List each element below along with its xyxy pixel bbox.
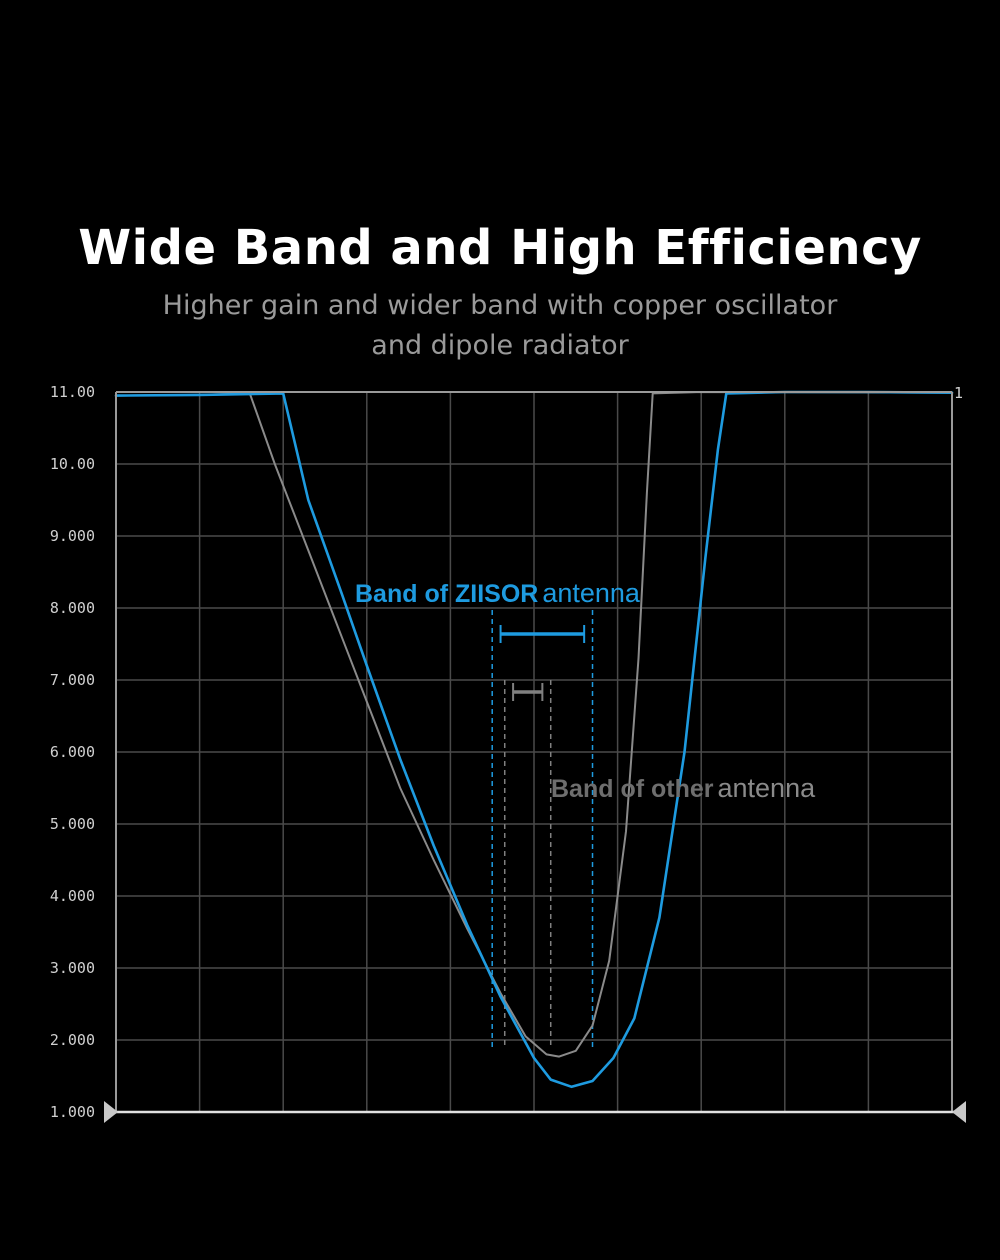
chart-grid	[116, 392, 952, 1112]
y-tick-label: 7.000	[50, 671, 95, 689]
chart-frame	[104, 391, 966, 1123]
y-tick-label: 2.000	[50, 1031, 95, 1049]
other-band-label-rest: antenna	[718, 773, 817, 803]
y-tick-label: 8.000	[50, 599, 95, 617]
y-tick-label: 10.00	[50, 455, 95, 473]
other-band-label: Band of other antenna	[551, 773, 816, 803]
y-tick-label: 3.000	[50, 959, 95, 977]
other-vswr-line	[115, 391, 953, 1058]
chart-labels: 11.00 10.00 9.000 8.000 7.000 6.000 5.000 4.000…	[50, 383, 963, 1121]
y-tick-label: 1.000	[50, 1103, 95, 1121]
ziisor-band-label-rest: antenna	[542, 578, 641, 608]
marker-right-triangle	[952, 1101, 966, 1123]
chart-series	[114, 390, 954, 1089]
y-tick-label: 5.000	[50, 815, 95, 833]
y-tick-label: 4.000	[50, 887, 95, 905]
page-title: Wide Band and High Efficiency	[78, 220, 922, 276]
ziisor-band-label: Band of ZIISOR antenna	[355, 578, 641, 608]
chart-annotations	[491, 610, 594, 1048]
marker-left-triangle	[104, 1101, 118, 1123]
y-tick-label: 11.00	[50, 383, 95, 401]
other-band-label-bold: Band of other	[551, 775, 714, 803]
page-subtitle: Higher gain and wider band with copper o…	[162, 290, 838, 361]
y-tick-label: 9.000	[50, 527, 95, 545]
ziisor-vswr-line	[114, 390, 954, 1089]
ziisor-band-label-bold: Band of ZIISOR	[355, 580, 538, 608]
trace-marker-label: 1	[954, 384, 963, 402]
y-tick-label: 6.000	[50, 743, 95, 761]
